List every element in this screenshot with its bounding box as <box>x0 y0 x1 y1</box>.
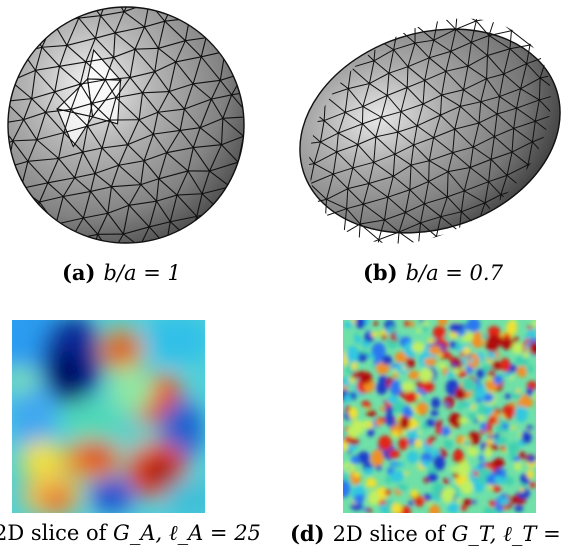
caption-d: (d) 2D slice of G_T, ℓ_T = <box>290 521 561 546</box>
sphere-mesh <box>0 0 250 250</box>
panel-c <box>12 320 205 513</box>
panel-a <box>0 0 250 250</box>
ellipsoid-mesh <box>295 18 570 248</box>
field-ga-slice <box>12 320 205 513</box>
caption-a: (a) b/a = 1 <box>62 260 181 285</box>
caption-c: 2D slice of G_A, ℓ_A = 25 <box>0 521 261 545</box>
field-gt-slice <box>343 320 536 513</box>
panel-d <box>343 320 536 513</box>
caption-b: (b) b/a = 0.7 <box>363 260 503 285</box>
panel-b <box>295 18 570 248</box>
